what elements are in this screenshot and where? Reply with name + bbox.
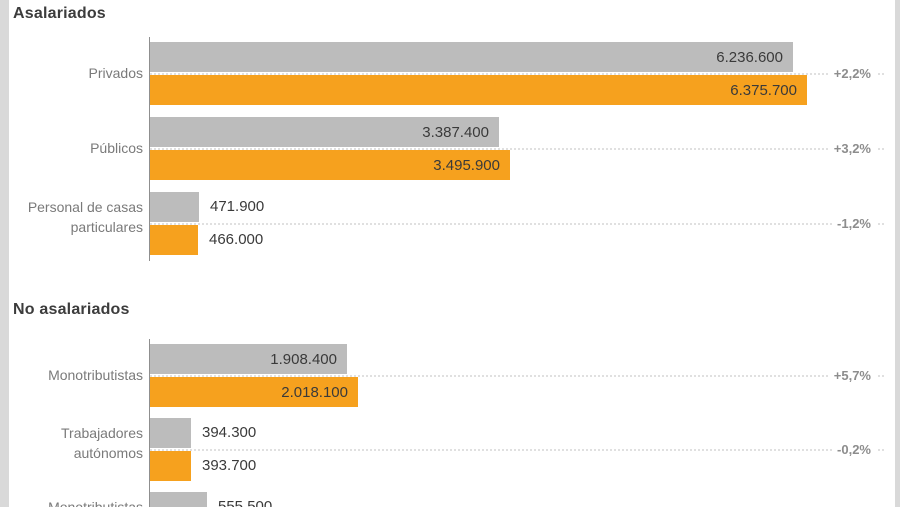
leader-dotted-line [150,223,884,225]
bar-group-privados: Privados 6.236.600 6.375.700 +2,2% [0,42,900,105]
percent-change-label: +3,2% [828,139,876,158]
leader-dotted-line [150,375,884,377]
bar-current [150,451,191,481]
bar-group-monotributistas-2: Monotributistas 555.500 [0,492,900,507]
category-label: Monotributistas [48,367,143,383]
bar-group-monotributistas: Monotributistas 1.908.400 2.018.100 +5,7… [0,344,900,407]
axis-line-section-1 [149,37,150,261]
bar-current: 2.018.100 [150,377,358,407]
value-label-previous: 1.908.400 [270,350,337,368]
value-label-previous: 6.236.600 [716,48,783,66]
value-label-previous: 471.900 [210,198,265,215]
bar-group-trabajadores-autonomos: Trabajadores autónomos 394.300 393.700 -… [0,418,900,481]
section-title-no-asalariados: No asalariados [13,301,130,318]
bar-previous [150,192,199,222]
value-label-previous: 3.387.400 [422,123,489,141]
leader-dotted-line [150,449,884,451]
bar-current: 6.375.700 [150,75,807,105]
bar-previous: 6.236.600 [150,42,793,72]
value-label-current: 6.375.700 [730,81,797,99]
bar-group-personal-casas-particulares: Personal de casas particulares 471.900 4… [0,192,900,255]
page-edge-strip-right [895,0,900,507]
axis-line-section-2 [149,339,150,507]
bar-previous [150,492,207,507]
leader-dotted-line [150,148,884,150]
value-label-current: 3.495.900 [433,156,500,174]
bar-previous: 3.387.400 [150,117,499,147]
section-title-asalariados: Asalariados [13,5,106,22]
category-label: Trabajadores autónomos [61,425,143,461]
percent-change-label: -0,2% [832,440,876,459]
page-edge-strip-left [0,0,9,507]
category-label: Monotributistas [48,499,143,507]
bar-current [150,225,198,255]
leader-dotted-line [150,73,884,75]
percent-change-label: -1,2% [832,214,876,233]
percent-change-label: +5,7% [828,366,876,385]
category-label: Personal de casas particulares [27,199,143,235]
bar-current: 3.495.900 [150,150,510,180]
bar-previous [150,418,191,448]
value-label-current: 393.700 [202,457,257,474]
value-label-previous: 555.500 [218,498,273,507]
category-label: Privados [88,65,143,81]
category-label: Públicos [90,140,143,156]
value-label-current: 466.000 [209,231,264,248]
value-label-current: 2.018.100 [281,383,348,401]
value-label-previous: 394.300 [202,424,257,441]
bar-previous: 1.908.400 [150,344,347,374]
percent-change-label: +2,2% [828,64,876,83]
bar-group-publicos: Públicos 3.387.400 3.495.900 +3,2% [0,117,900,180]
